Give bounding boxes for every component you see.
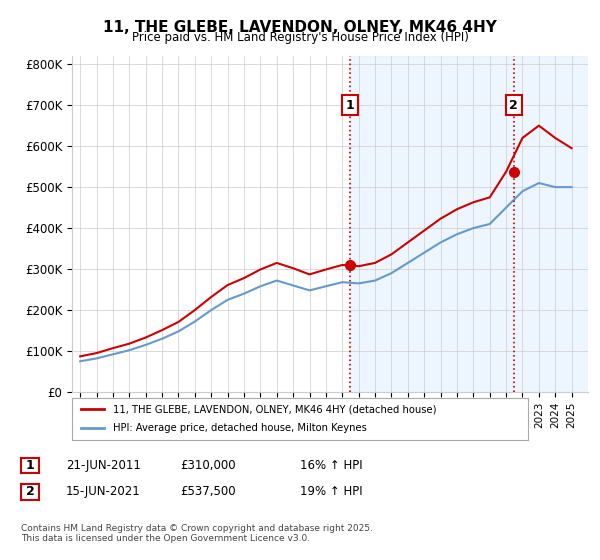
Text: Price paid vs. HM Land Registry's House Price Index (HPI): Price paid vs. HM Land Registry's House … xyxy=(131,31,469,44)
Text: 16% ↑ HPI: 16% ↑ HPI xyxy=(300,459,362,472)
Text: 2: 2 xyxy=(26,485,34,498)
Text: 1: 1 xyxy=(346,99,355,111)
Text: 19% ↑ HPI: 19% ↑ HPI xyxy=(300,485,362,498)
Text: 15-JUN-2021: 15-JUN-2021 xyxy=(66,485,141,498)
Text: 21-JUN-2011: 21-JUN-2011 xyxy=(66,459,141,472)
Text: 11, THE GLEBE, LAVENDON, OLNEY, MK46 4HY: 11, THE GLEBE, LAVENDON, OLNEY, MK46 4HY xyxy=(103,20,497,35)
Text: HPI: Average price, detached house, Milton Keynes: HPI: Average price, detached house, Milt… xyxy=(113,423,367,433)
Text: 11, THE GLEBE, LAVENDON, OLNEY, MK46 4HY (detached house): 11, THE GLEBE, LAVENDON, OLNEY, MK46 4HY… xyxy=(113,404,437,414)
Text: £310,000: £310,000 xyxy=(180,459,236,472)
Text: £537,500: £537,500 xyxy=(180,485,236,498)
Text: Contains HM Land Registry data © Crown copyright and database right 2025.
This d: Contains HM Land Registry data © Crown c… xyxy=(21,524,373,543)
Text: 1: 1 xyxy=(26,459,34,472)
Bar xyxy=(350,56,588,392)
Text: 2: 2 xyxy=(509,99,518,111)
